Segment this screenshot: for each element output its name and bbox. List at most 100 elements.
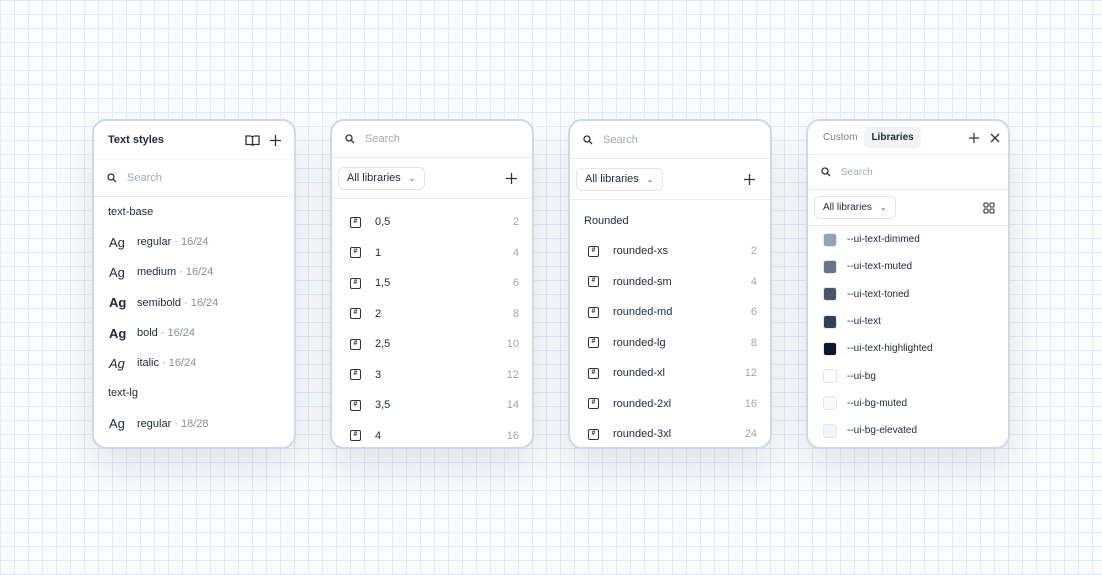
color-item[interactable]: --ui-text-dimmed	[808, 226, 1008, 253]
tab-libraries[interactable]: Libraries	[864, 127, 921, 148]
group-label: text-lg	[108, 387, 138, 400]
hash-icon: #	[350, 399, 361, 411]
color-swatch	[823, 259, 837, 274]
token-item[interactable]: #2,5 10	[332, 329, 532, 360]
text-style-item[interactable]: Ag semibold · 16/24	[94, 288, 294, 318]
style-meta: · 16/24	[184, 296, 219, 309]
library-filter-dropdown[interactable]: All libraries ⌄	[814, 196, 896, 219]
chevron-down-icon: ⌄	[408, 173, 416, 183]
token-item[interactable]: #4 16	[332, 421, 532, 448]
color-item[interactable]: --ui-text-highlighted	[808, 335, 1008, 362]
text-style-item[interactable]: Ag regular · 18/28	[94, 408, 294, 438]
token-name: rounded-xl	[613, 367, 665, 380]
token-item[interactable]: # rounded-xl 12	[570, 358, 770, 389]
plus-icon[interactable]	[743, 173, 756, 186]
plus-icon[interactable]	[968, 132, 980, 144]
hash-icon: #	[350, 247, 361, 259]
library-filter-dropdown[interactable]: All libraries ⌄	[338, 166, 425, 190]
hash-icon: #	[588, 367, 599, 379]
token-name: rounded-xs	[613, 245, 669, 258]
hash-icon: #	[588, 428, 599, 440]
hash-icon: #	[588, 398, 599, 410]
token-item[interactable]: #0,5 2	[332, 207, 532, 238]
token-value: 14	[506, 399, 519, 412]
token-item[interactable]: # rounded-md 6	[570, 297, 770, 328]
text-style-item[interactable]: Ag medium · 16/24	[94, 257, 294, 287]
token-name: 3,5	[375, 399, 391, 412]
type-sample-icon: Ag	[109, 234, 125, 250]
close-icon[interactable]	[990, 133, 1000, 143]
token-value: 12	[744, 367, 757, 380]
color-swatch	[823, 423, 837, 438]
tab-custom[interactable]: Custom	[823, 132, 858, 143]
token-name: 2	[375, 307, 382, 320]
hash-icon: #	[350, 338, 361, 350]
style-meta: · 16/24	[160, 327, 196, 340]
plus-icon[interactable]	[505, 172, 518, 185]
token-name: 0,5	[375, 216, 391, 229]
color-name: --ui-bg	[847, 370, 876, 382]
book-icon[interactable]	[245, 134, 260, 147]
group-label: text-base	[108, 206, 154, 218]
token-name: 4	[375, 429, 382, 442]
token-item[interactable]: # rounded-lg 8	[570, 328, 770, 359]
token-value: 16	[506, 429, 519, 442]
token-item[interactable]: # rounded-3xl 24	[570, 419, 770, 447]
color-swatch	[823, 232, 837, 247]
grid-view-icon[interactable]	[983, 201, 995, 214]
token-name: 2,5	[375, 338, 391, 351]
token-name: rounded-md	[613, 306, 673, 319]
hash-icon: #	[350, 277, 361, 289]
color-name: --ui-text-toned	[847, 288, 910, 300]
style-name: regular	[137, 417, 172, 430]
color-item[interactable]: --ui-text	[808, 308, 1008, 335]
text-style-item[interactable]: Ag italic · 16/24	[94, 348, 294, 378]
color-name: --ui-bg-muted	[847, 397, 908, 409]
panel-title: Text styles	[108, 134, 165, 146]
style-name: medium	[137, 266, 177, 279]
search-input[interactable]: Search	[808, 155, 1008, 190]
token-value: 8	[512, 307, 519, 320]
hash-icon: #	[588, 306, 599, 318]
color-item[interactable]: --ui-bg-elevated	[808, 417, 1008, 444]
token-item[interactable]: #1 4	[332, 238, 532, 269]
library-filter-dropdown[interactable]: All libraries ⌄	[576, 167, 663, 191]
color-item[interactable]: --ui-bg-muted	[808, 390, 1008, 417]
color-item[interactable]: --ui-text-toned	[808, 281, 1008, 308]
token-item[interactable]: #3 12	[332, 360, 532, 391]
style-name: semibold	[137, 296, 182, 309]
color-item[interactable]: --ui-bg	[808, 362, 1008, 389]
token-item[interactable]: #3,5 14	[332, 390, 532, 421]
hash-icon: #	[588, 245, 599, 257]
token-item[interactable]: #2 8	[332, 299, 532, 330]
color-item[interactable]: --ui-text-muted	[808, 253, 1008, 280]
color-name: --ui-bg-elevated	[847, 425, 918, 437]
chevron-down-icon: ⌄	[879, 203, 887, 212]
color-swatch	[823, 314, 837, 329]
token-item[interactable]: # rounded-2xl 16	[570, 389, 770, 420]
type-sample-icon: Ag	[109, 355, 125, 371]
text-style-item[interactable]: Ag bold · 16/24	[94, 318, 294, 348]
token-name: 1,5	[375, 277, 391, 290]
token-item[interactable]: # rounded-sm 4	[570, 267, 770, 298]
plus-icon[interactable]	[269, 134, 282, 147]
search-input[interactable]: Search	[332, 121, 532, 158]
type-sample-icon: Ag	[109, 264, 125, 280]
text-styles-panel: Text styles Search text-base Ag regular · 1…	[92, 119, 296, 449]
token-item[interactable]: #1,5 6	[332, 268, 532, 299]
token-name: 3	[375, 368, 382, 381]
hash-icon: #	[350, 369, 361, 381]
chevron-down-icon: ⌄	[646, 174, 654, 184]
style-meta: · 18/28	[174, 417, 209, 430]
type-sample-icon: Ag	[109, 416, 125, 432]
token-value: 16	[744, 397, 757, 410]
search-input[interactable]: Search	[94, 160, 294, 197]
style-meta: · 16/24	[162, 357, 197, 370]
search-icon	[345, 134, 355, 144]
search-input[interactable]: Search	[570, 121, 770, 159]
text-style-item[interactable]: Ag regular · 16/24	[94, 227, 294, 257]
token-value: 12	[506, 368, 519, 381]
token-item[interactable]: # rounded-xs 2	[570, 236, 770, 267]
color-name: --ui-text-highlighted	[847, 343, 933, 355]
token-value: 4	[512, 246, 519, 259]
